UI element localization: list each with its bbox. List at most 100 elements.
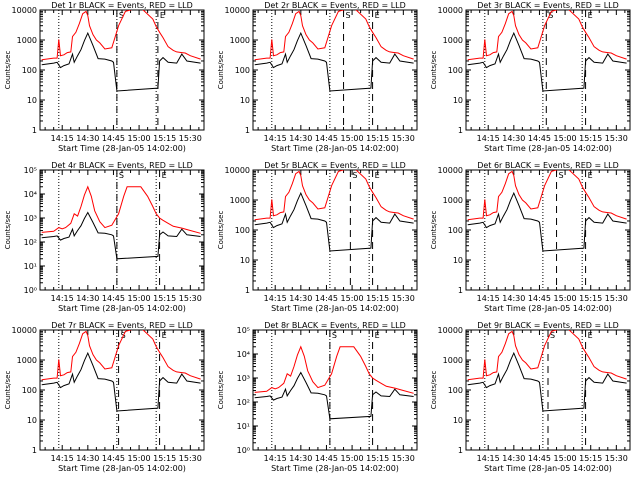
x-axis-label: Start Time (28-Jan-05 14:02:00) <box>58 304 186 313</box>
panel-title: Det 4r BLACK = Events, RED = LLD <box>51 161 193 170</box>
x-tick-label: 15:30 <box>392 134 415 143</box>
y-tick-label: 100 <box>235 66 250 75</box>
series-group <box>254 170 414 252</box>
y-tick-label: 1 <box>458 126 463 135</box>
y-axis-label: Counts/sec <box>217 371 225 410</box>
x-tick-label: 14:30 <box>502 294 525 303</box>
y-tick-label: 10000 <box>225 6 250 15</box>
y-tick-label: 1000 <box>443 356 463 365</box>
x-tick-label: 14:45 <box>315 134 338 143</box>
plot-frame <box>465 9 631 131</box>
attenuator-marker-label: E <box>162 331 167 340</box>
plot-frame <box>465 169 631 291</box>
x-tick-label: 14:30 <box>502 454 525 463</box>
x-tick-label: 15:00 <box>128 134 151 143</box>
x-tick-label: 14:30 <box>289 294 312 303</box>
x-tick-label: 15:00 <box>128 454 151 463</box>
y-tick-label: 10 <box>453 416 463 425</box>
attenuator-marker-label: S <box>550 331 555 340</box>
y-tick-label: 1000 <box>17 356 37 365</box>
x-tick-label: 14:15 <box>264 134 287 143</box>
attenuator-marker-label: E <box>375 331 380 340</box>
panel-det-6: Det 6r BLACK = Events, RED = LLD Counts/s… <box>430 161 631 313</box>
attenuator-marker-label: E <box>375 11 380 20</box>
plot-frame <box>252 169 418 291</box>
x-tick-label: 15:00 <box>128 294 151 303</box>
x-tick-label: 15:15 <box>366 454 389 463</box>
y-tick-label: 1000 <box>230 36 250 45</box>
y-tick-label: 10⁵ <box>24 166 37 175</box>
x-tick-label: 14:15 <box>477 134 500 143</box>
y-axis-label: Counts/sec <box>4 371 12 410</box>
y-axis-label: Counts/sec <box>4 51 12 90</box>
panel-title: Det 9r BLACK = Events, RED = LLD <box>477 321 619 330</box>
series-events-line <box>254 191 414 252</box>
y-tick-label: 1000 <box>443 196 463 205</box>
x-tick-label: 14:30 <box>289 454 312 463</box>
x-tick-label: 15:30 <box>605 134 628 143</box>
series-lld-line <box>467 330 627 381</box>
y-tick-label: 10⁴ <box>24 190 37 199</box>
series-group <box>467 10 627 92</box>
series-group <box>467 170 627 252</box>
y-tick-label: 1 <box>32 446 37 455</box>
y-tick-label: 100 <box>448 66 463 75</box>
y-tick-label: 10¹ <box>24 262 37 271</box>
series-lld-line <box>254 10 414 61</box>
x-axis-label: Start Time (28-Jan-05 14:02:00) <box>484 304 612 313</box>
plot-frame <box>252 329 418 451</box>
series-events-line <box>467 191 627 252</box>
x-tick-label: 14:45 <box>528 134 551 143</box>
y-tick-label: 100 <box>448 226 463 235</box>
x-tick-label: 14:15 <box>51 454 74 463</box>
x-tick-label: 15:30 <box>605 294 628 303</box>
y-tick-label: 1 <box>32 126 37 135</box>
x-axis-label: Start Time (28-Jan-05 14:02:00) <box>484 144 612 153</box>
y-tick-label: 10¹ <box>237 422 250 431</box>
x-tick-label: 15:15 <box>579 134 602 143</box>
y-tick-label: 10000 <box>12 6 37 15</box>
y-tick-label: 1 <box>458 286 463 295</box>
x-tick-label: 15:15 <box>366 134 389 143</box>
x-axis-label: Start Time (28-Jan-05 14:02:00) <box>58 464 186 473</box>
x-tick-label: 15:15 <box>366 294 389 303</box>
attenuator-marker-label: E <box>160 11 165 20</box>
series-events-line <box>41 211 201 260</box>
panel-det-4: Det 4r BLACK = Events, RED = LLD Counts/s… <box>4 161 205 313</box>
y-tick-label: 10000 <box>438 6 463 15</box>
series-events-line <box>41 31 201 92</box>
x-tick-label: 14:45 <box>315 454 338 463</box>
y-tick-label: 10000 <box>438 166 463 175</box>
x-axis-label: Start Time (28-Jan-05 14:02:00) <box>271 304 399 313</box>
x-tick-label: 15:00 <box>554 294 577 303</box>
x-tick-label: 14:15 <box>51 134 74 143</box>
x-tick-label: 15:00 <box>341 134 364 143</box>
x-axis-label: Start Time (28-Jan-05 14:02:00) <box>271 464 399 473</box>
x-tick-label: 14:30 <box>76 134 99 143</box>
y-tick-label: 10000 <box>12 326 37 335</box>
y-tick-label: 1000 <box>230 196 250 205</box>
x-tick-label: 14:15 <box>477 454 500 463</box>
x-tick-label: 14:30 <box>76 294 99 303</box>
attenuator-marker-label: S <box>332 331 337 340</box>
panel-det-3: Det 3r BLACK = Events, RED = LLD Counts/s… <box>430 1 631 153</box>
attenuator-marker-label: S <box>559 171 564 180</box>
plot-frame <box>39 9 205 131</box>
x-tick-label: 14:45 <box>528 454 551 463</box>
series-events-line <box>254 31 414 92</box>
y-tick-label: 10³ <box>237 374 250 383</box>
y-axis-label: Counts/sec <box>430 51 438 90</box>
plot-frame <box>39 329 205 451</box>
x-tick-label: 14:30 <box>502 134 525 143</box>
x-tick-label: 15:15 <box>579 454 602 463</box>
panel-det-8: Det 8r BLACK = Events, RED = LLD Counts/s… <box>217 321 418 473</box>
attenuator-marker-label: S <box>119 171 124 180</box>
series-events-line <box>467 351 627 412</box>
x-tick-label: 14:45 <box>102 134 125 143</box>
series-group <box>467 330 627 412</box>
x-tick-label: 14:45 <box>102 294 125 303</box>
panel-title: Det 8r BLACK = Events, RED = LLD <box>264 321 406 330</box>
y-tick-label: 100 <box>448 386 463 395</box>
y-tick-label: 100 <box>22 386 37 395</box>
